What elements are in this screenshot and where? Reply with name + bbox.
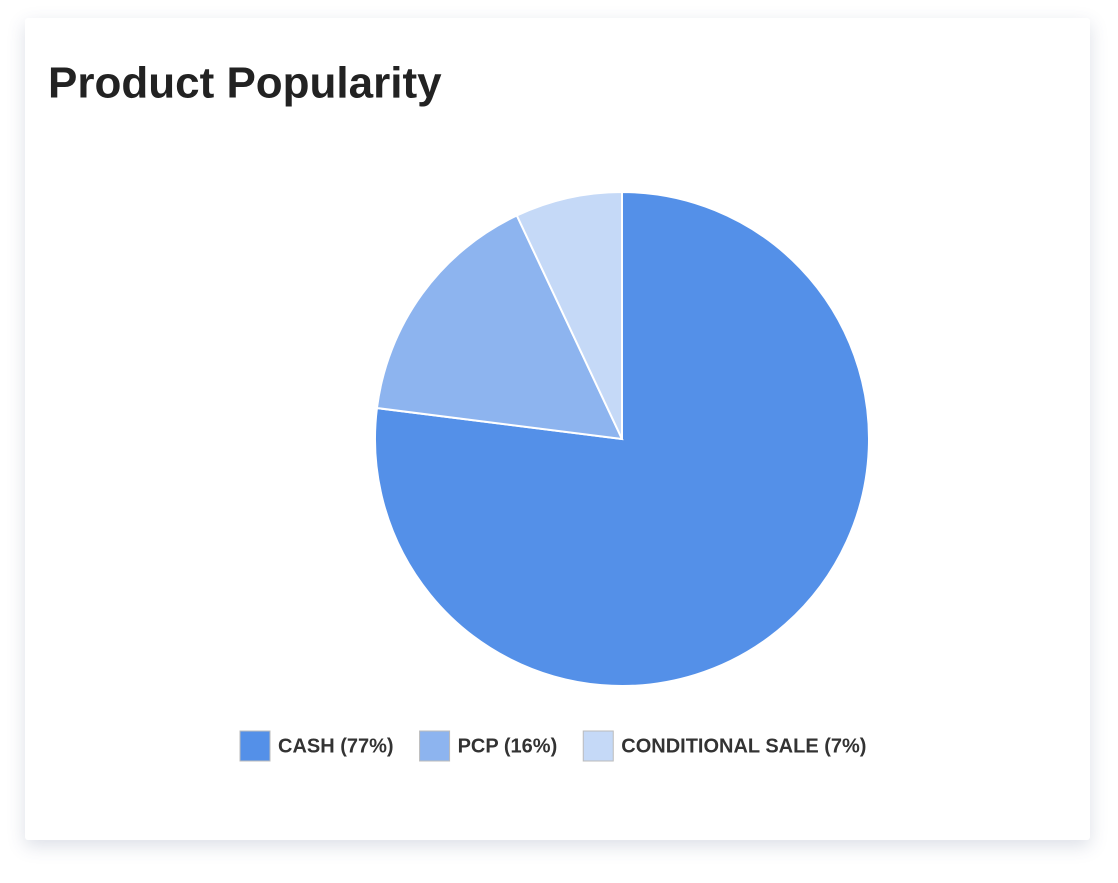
- chart-title: Product Popularity: [48, 59, 442, 108]
- legend-swatch: [239, 730, 271, 762]
- legend-label: CASH (77%): [278, 735, 394, 757]
- legend-swatch: [419, 730, 451, 762]
- legend-label: CONDITIONAL SALE (7%): [621, 735, 866, 757]
- legend-swatch: [582, 730, 614, 762]
- pie-slice: [515, 190, 623, 440]
- legend-label: PCP (16%): [458, 735, 558, 757]
- pie-slice: [375, 214, 624, 441]
